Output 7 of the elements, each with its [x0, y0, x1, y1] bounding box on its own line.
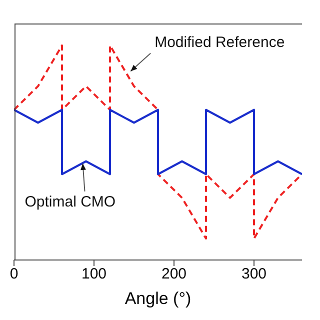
- annotation: Modified Reference: [154, 34, 285, 52]
- x-tick-label: 300: [241, 266, 267, 283]
- x-tick-label: 0: [10, 266, 18, 283]
- x-tick-label: 100: [81, 266, 107, 283]
- x-tick-label: 200: [161, 266, 187, 283]
- x-axis-title: Angle (°): [124, 289, 192, 308]
- annotation: Optimal CMO: [24, 193, 116, 210]
